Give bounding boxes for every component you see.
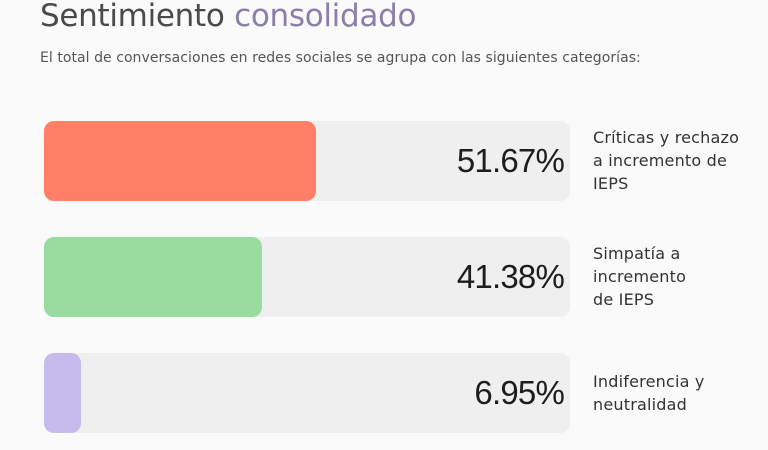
bar-row: 51.67% — [44, 121, 570, 201]
category-label-line: incremento — [593, 267, 687, 286]
bar-fill — [44, 353, 81, 433]
category-label-line: neutralidad — [593, 395, 687, 414]
category-label-line: de IEPS — [593, 290, 655, 309]
bar-track — [44, 353, 570, 433]
page-subtitle: El total de conversaciones en redes soci… — [40, 50, 641, 66]
category-label: Críticas y rechazo a incremento de IEPS — [593, 126, 763, 195]
bar-value-label: 6.95% — [474, 374, 564, 411]
bar-value-label: 41.38% — [456, 258, 565, 295]
category-label-line: Simpatía a — [593, 244, 681, 263]
title-part-2: consolidado — [234, 0, 417, 34]
category-label-line: a incremento de — [593, 151, 728, 170]
bar-row: 41.38% — [44, 237, 570, 317]
category-label-line: Indiferencia y — [593, 372, 705, 391]
bar-row: 6.95% — [44, 353, 570, 433]
bar-fill — [44, 121, 316, 201]
bar-value-label: 51.67% — [456, 142, 565, 179]
bar-fill — [44, 237, 262, 317]
category-label-line: Críticas y rechazo — [593, 128, 740, 147]
category-label: Indiferencia y neutralidad — [593, 370, 763, 416]
title-part-1: Sentimiento — [40, 0, 225, 34]
page-title: Sentimiento consolidado — [40, 0, 416, 36]
category-label: Simpatía a incremento de IEPS — [593, 242, 763, 311]
category-label-line: IEPS — [593, 174, 629, 193]
